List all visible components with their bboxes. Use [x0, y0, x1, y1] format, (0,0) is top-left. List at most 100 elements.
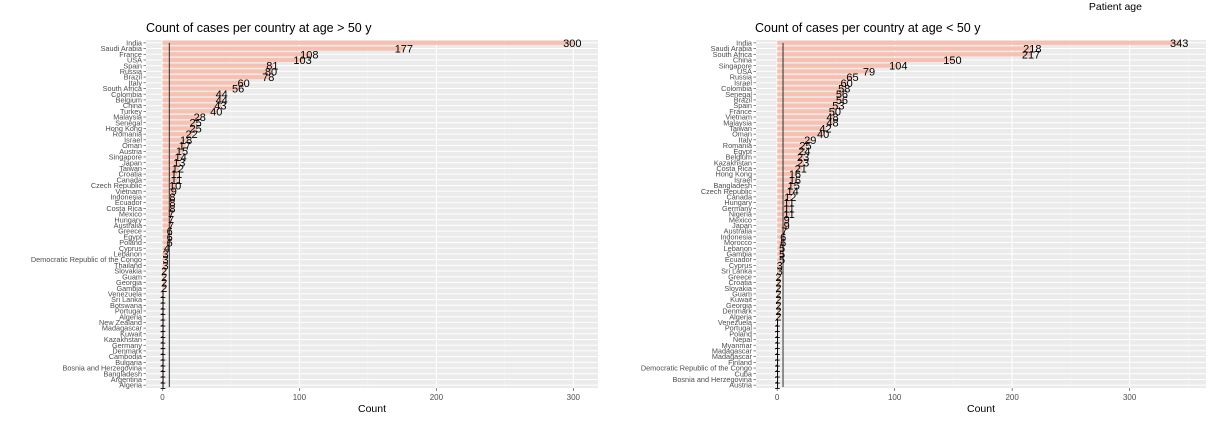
category-label: Madagascar — [712, 352, 753, 361]
bar — [777, 183, 795, 188]
category-label: Croatia — [728, 278, 752, 287]
data-label: 1 — [774, 323, 780, 335]
data-label: 5 — [779, 255, 785, 267]
category-label: Italy — [739, 135, 753, 144]
category-label: Czech Republic — [701, 187, 752, 196]
bar — [162, 314, 164, 319]
x-tick-label: 200 — [430, 393, 444, 402]
category-label: Democratic Republic of the Congo — [31, 255, 142, 264]
data-label: 2 — [161, 283, 167, 295]
category-label: Bosnia and Herzegovina — [62, 364, 142, 373]
category-label: Vietnam — [725, 113, 752, 122]
data-label: 2 — [161, 277, 167, 289]
data-label: 48 — [826, 118, 838, 130]
data-label: 104 — [889, 61, 907, 73]
category-label: Cuba — [735, 369, 753, 378]
bar — [162, 57, 304, 63]
category-label: Singapore — [719, 61, 752, 70]
bar — [777, 343, 779, 348]
bar — [777, 331, 779, 336]
data-label: 11 — [783, 198, 794, 210]
category-label: Mexico — [729, 215, 752, 224]
data-label: 1 — [160, 295, 166, 307]
bar — [162, 189, 175, 194]
bar — [777, 234, 785, 239]
category-label: Saudi Arabia — [711, 44, 753, 53]
bar — [777, 189, 794, 194]
category-label: Belgium — [726, 153, 752, 162]
data-label: 44 — [216, 95, 228, 107]
category-label: Denmark — [112, 347, 142, 356]
bar — [162, 137, 188, 142]
data-label: 43 — [214, 101, 226, 113]
data-label: 2 — [775, 300, 781, 312]
bar — [162, 109, 218, 114]
category-label: Malaysia — [723, 118, 753, 127]
bar — [162, 75, 270, 80]
data-label: 3 — [777, 266, 783, 278]
category-label: Vietnam — [115, 187, 142, 196]
x-tick-label: 100 — [293, 393, 307, 402]
data-label: 1 — [160, 300, 166, 312]
category-label: India — [126, 38, 143, 47]
bar — [777, 326, 779, 331]
bar — [777, 297, 780, 302]
x-axis-label: Count — [967, 403, 995, 415]
category-label: Belgium — [116, 96, 142, 105]
category-label: Argentina — [111, 375, 143, 384]
bar — [162, 63, 274, 68]
bar — [162, 40, 574, 45]
data-label: 25 — [190, 123, 202, 135]
category-label: Germany — [112, 341, 142, 350]
category-label: Finland — [728, 358, 752, 367]
bar — [162, 211, 173, 217]
bar — [162, 377, 164, 382]
bar — [162, 257, 167, 262]
category-label: Algeria — [729, 312, 753, 321]
category-label: Ecuador — [725, 255, 753, 264]
category-label: France — [119, 50, 142, 59]
category-label: Georgia — [726, 301, 753, 310]
bar — [777, 172, 796, 177]
data-label: 6 — [167, 238, 173, 250]
category-label: Israel — [124, 135, 142, 144]
chart-title: Count of cases per country at age > 50 y — [146, 21, 372, 35]
data-label: 58 — [838, 83, 850, 95]
category-label: Greece — [118, 227, 142, 236]
bar — [162, 291, 164, 296]
bar — [777, 263, 781, 268]
data-label: 65 — [846, 72, 858, 84]
data-label: 5 — [779, 249, 785, 261]
category-label: Nepal — [733, 335, 752, 344]
category-label: Bangladesh — [713, 181, 752, 190]
data-label: 1 — [160, 374, 166, 386]
category-label: Senegal — [725, 90, 752, 99]
bar — [162, 240, 171, 245]
data-label: 25 — [190, 118, 202, 130]
category-label: China — [733, 56, 753, 65]
data-label: 8 — [169, 198, 175, 210]
data-label: 79 — [863, 66, 875, 78]
bar — [162, 217, 173, 222]
bar — [162, 160, 181, 165]
category-label: Sri Lanka — [111, 295, 143, 304]
bar — [162, 263, 167, 268]
data-label: 23 — [797, 158, 809, 170]
data-label: 78 — [262, 72, 274, 84]
chart-panel-age-under-50: Count of cases per country at age < 50 y… — [609, 18, 1218, 431]
category-label: Costa Rica — [716, 164, 753, 173]
bar — [777, 240, 785, 245]
category-label: Canada — [116, 175, 143, 184]
bar — [777, 194, 792, 199]
bar — [162, 234, 171, 239]
category-label: Oman — [122, 141, 142, 150]
bar — [777, 114, 834, 120]
x-axis-label: Count — [358, 403, 386, 415]
data-label: 80 — [265, 66, 277, 78]
data-label: 15 — [176, 146, 188, 158]
category-label: Algeria — [119, 312, 143, 321]
bar — [162, 46, 405, 51]
category-label: Oman — [732, 130, 752, 139]
bar — [162, 246, 168, 251]
bar — [777, 280, 780, 285]
